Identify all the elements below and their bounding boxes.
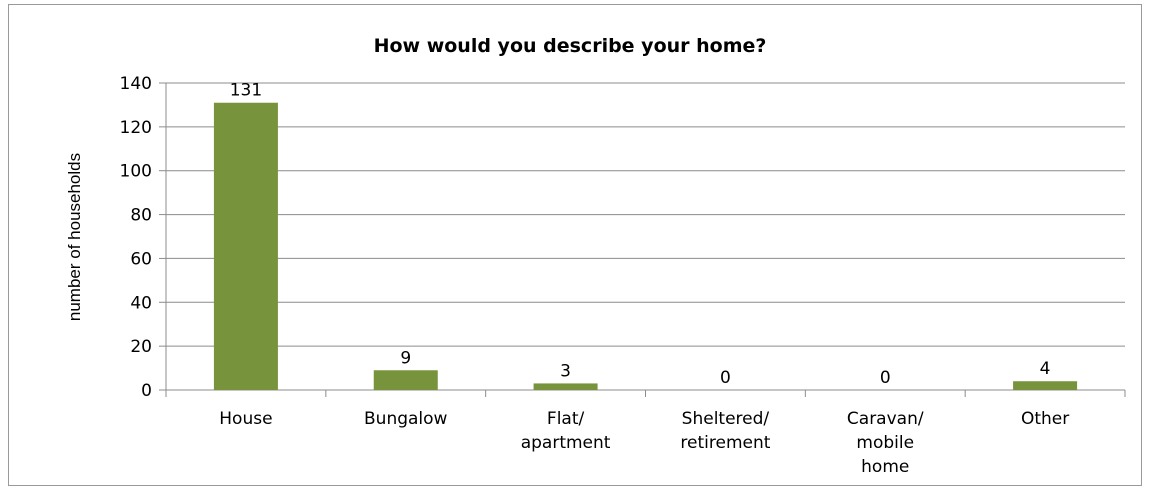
y-tick-label: 100 (120, 162, 152, 182)
category-label: Bungalow (364, 409, 448, 429)
bar (213, 102, 278, 390)
bar (373, 370, 438, 390)
data-label: 0 (720, 368, 731, 388)
y-tick-label: 80 (130, 206, 152, 226)
category-labels: House Bungalow Flat/apartment Sheltered/ret… (219, 409, 1069, 477)
axes (159, 82, 1126, 397)
gridlines (166, 82, 1125, 347)
y-tick-label: 140 (120, 74, 152, 94)
data-label: 0 (880, 368, 891, 388)
category-label: Caravan/mobile home (847, 409, 924, 477)
category-label: Sheltered/retirement (680, 409, 770, 453)
bar (533, 383, 598, 390)
data-labels: 131 9 3 0 0 4 (230, 81, 1051, 388)
chart-frame (8, 4, 1142, 486)
y-tick-label: 120 (120, 118, 152, 138)
data-label: 131 (230, 81, 262, 101)
category-label: House (219, 409, 272, 429)
y-tick-label: 20 (130, 337, 152, 357)
y-tick-labels: 0 20 40 60 80 100 120 140 (120, 74, 152, 401)
chart-title: How would you describe your home? (374, 35, 767, 57)
data-label: 3 (560, 361, 571, 381)
category-label: Flat/apartment (521, 409, 611, 453)
bars (213, 102, 1078, 390)
data-label: 9 (400, 348, 411, 368)
y-axis-label: number of households (65, 153, 84, 321)
bar (1013, 381, 1078, 390)
data-label: 4 (1040, 359, 1051, 379)
category-label: Other (1021, 409, 1069, 429)
y-tick-label: 60 (130, 249, 152, 269)
y-tick-label: 0 (141, 381, 152, 401)
y-tick-label: 40 (130, 293, 152, 313)
